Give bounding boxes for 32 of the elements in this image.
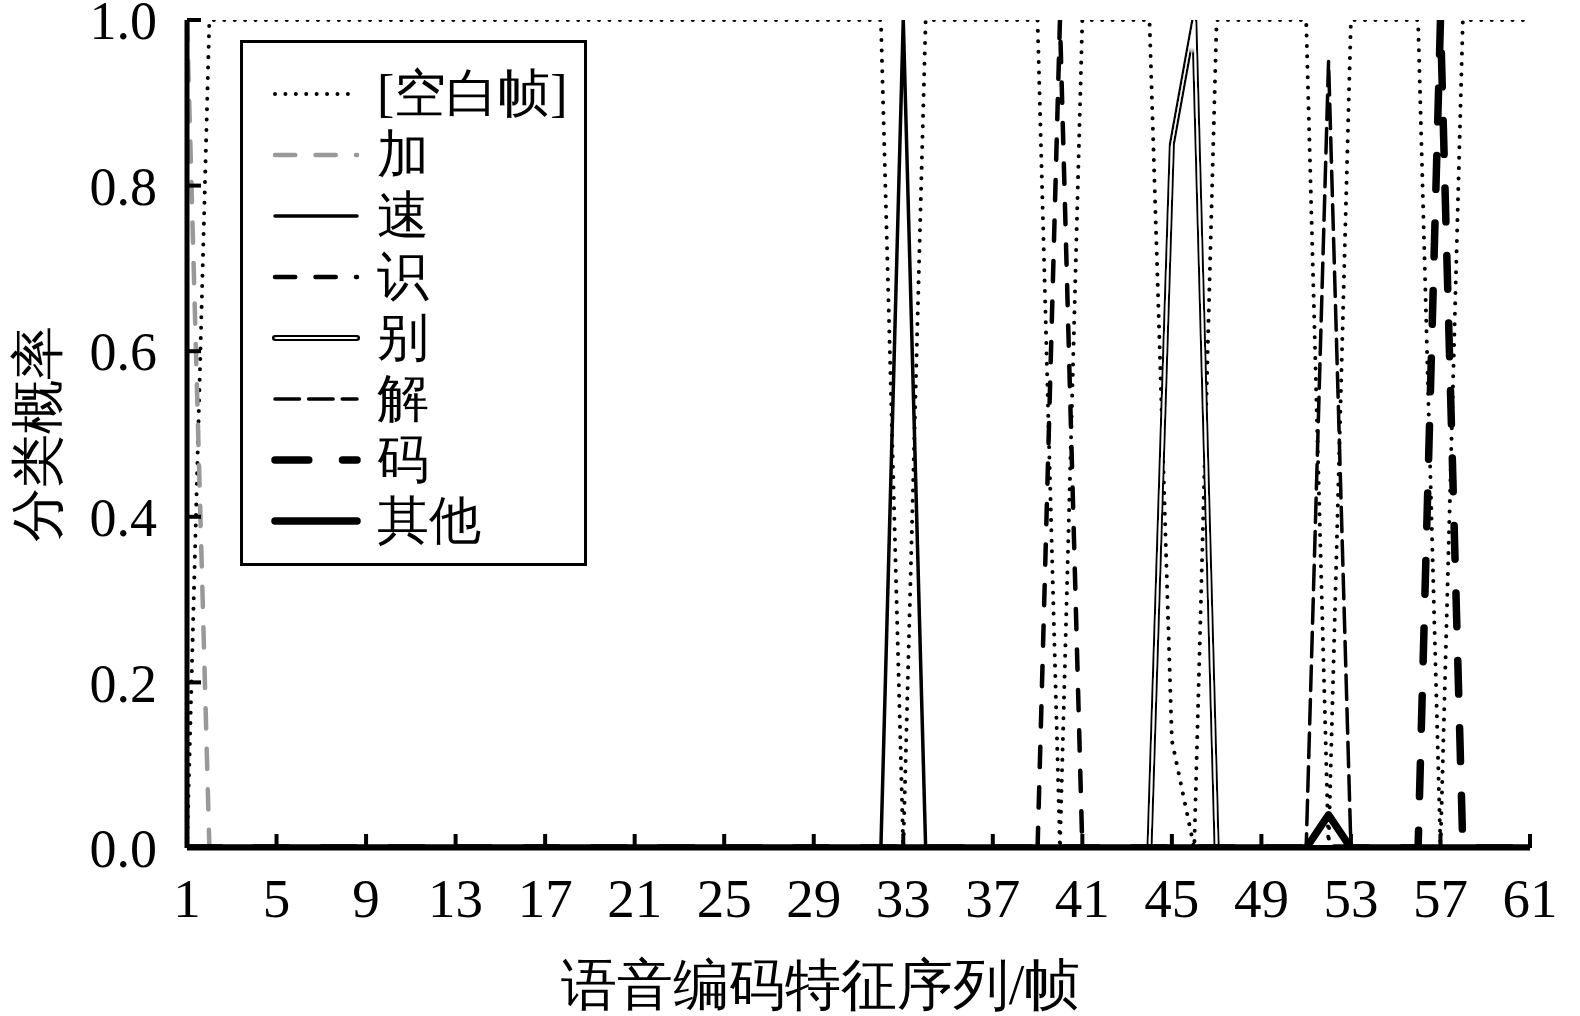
x-tick-label: 17	[517, 868, 573, 930]
legend-label: 解	[377, 369, 429, 429]
x-tick-label: 61	[1502, 868, 1558, 930]
x-tick-label: 33	[875, 868, 931, 930]
x-tick-label: 5	[262, 868, 291, 930]
x-tick-label: 49	[1233, 868, 1289, 930]
x-tick-label: 53	[1323, 868, 1379, 930]
x-tick-label: 57	[1412, 868, 1468, 930]
x-tick-label: 37	[965, 868, 1021, 930]
y-tick-label: 0.6	[89, 322, 157, 383]
x-tick-label: 45	[1144, 868, 1200, 930]
legend-label: 加	[377, 125, 429, 185]
y-tick-label: 0.0	[89, 819, 157, 880]
legend-label: [空白帧]	[377, 64, 568, 124]
x-tick-label: 1	[173, 868, 201, 930]
legend-label: 速	[377, 186, 429, 246]
y-tick-label: 0.8	[89, 156, 157, 217]
x-tick-label: 41	[1054, 868, 1110, 930]
y-tick-label: 0.2	[89, 653, 157, 714]
x-tick-label: 21	[607, 868, 663, 930]
x-tick-label: 9	[352, 868, 380, 930]
legend-label: 识	[377, 247, 429, 307]
legend-label: 别	[377, 308, 429, 368]
x-tick-label: 13	[428, 868, 484, 930]
x-tick-label: 25	[696, 868, 752, 930]
y-axis-title: 分类概率	[8, 326, 69, 542]
x-axis-title: 语音编码特征序列/帧	[560, 954, 1081, 1016]
legend-label: 其他	[377, 491, 481, 551]
x-tick-label: 29	[786, 868, 842, 930]
y-tick-label: 1.0	[89, 0, 157, 52]
legend-label: 码	[377, 430, 429, 490]
y-tick-label: 0.4	[89, 487, 157, 548]
